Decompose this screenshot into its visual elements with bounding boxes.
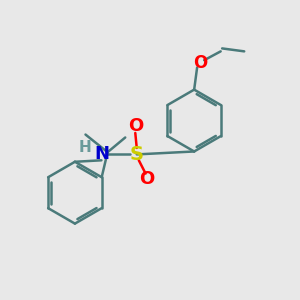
Text: O: O [128,117,143,135]
Text: S: S [130,145,144,164]
Text: N: N [94,146,109,164]
Text: O: O [193,54,207,72]
Text: O: O [140,170,155,188]
Text: H: H [79,140,92,154]
